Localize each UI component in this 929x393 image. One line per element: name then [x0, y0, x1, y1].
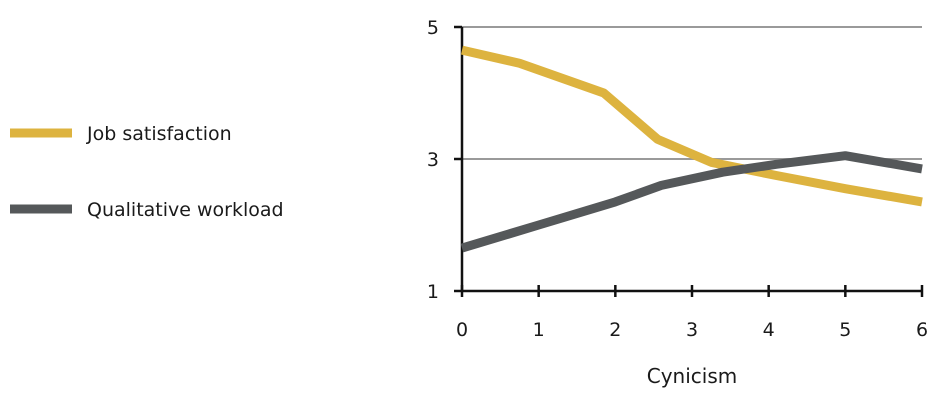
- gridlines: [462, 26, 922, 160]
- y-tick-label-2: 5: [427, 17, 439, 39]
- x-axis-title: Cynicism: [647, 364, 738, 388]
- x-tick-label-6: 6: [916, 319, 928, 341]
- legend: Job satisfaction Qualitative workload: [10, 123, 284, 221]
- y-tick-label-1: 3: [427, 149, 439, 171]
- x-tick-label-5: 5: [839, 319, 851, 341]
- series-line-qualitative-workload: [460, 151, 923, 253]
- x-tick-label-1: 1: [533, 319, 545, 341]
- x-tick-label-2: 2: [609, 319, 621, 341]
- x-tick-label-0: 0: [456, 319, 468, 341]
- legend-label-job-satisfaction: Job satisfaction: [86, 123, 232, 145]
- legend-label-qualitative-workload: Qualitative workload: [87, 199, 284, 221]
- y-tick-label-0: 1: [427, 281, 439, 303]
- x-tick-label-3: 3: [686, 319, 698, 341]
- x-tick-label-4: 4: [763, 319, 775, 341]
- series-line-job-satisfaction: [460, 45, 923, 207]
- series-lines: [460, 45, 923, 253]
